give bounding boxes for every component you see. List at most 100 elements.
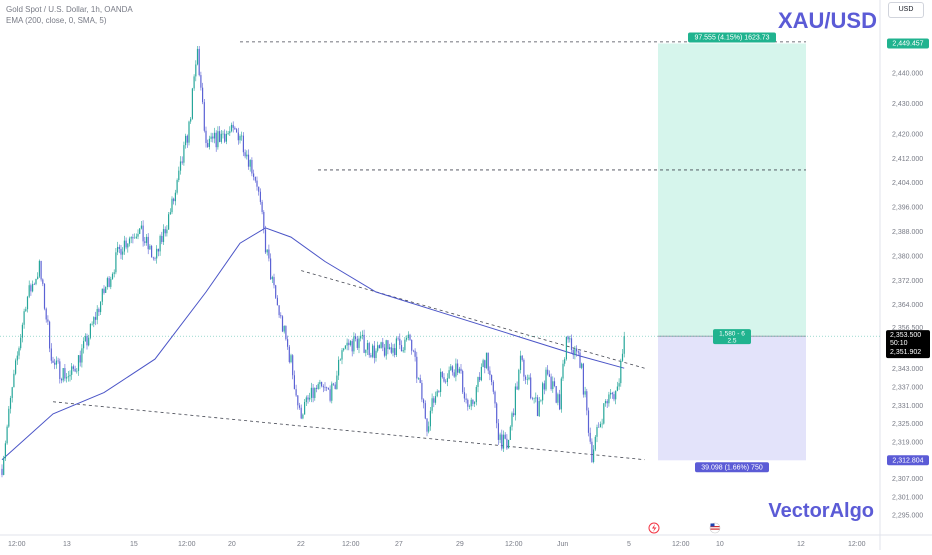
candle-body xyxy=(616,386,618,391)
candle-body xyxy=(321,381,323,387)
candle-body xyxy=(363,334,365,353)
candle-body xyxy=(351,341,353,352)
x-tick-label: 12:00 xyxy=(8,541,26,548)
candle-body xyxy=(421,382,423,400)
candle-body xyxy=(581,363,583,368)
candle-body xyxy=(222,133,224,135)
candle-body xyxy=(113,272,115,274)
candle-body xyxy=(35,279,37,285)
candle-body xyxy=(552,381,554,390)
candle-body xyxy=(395,338,397,356)
candle-body xyxy=(256,180,258,187)
target-zone[interactable] xyxy=(658,43,806,337)
candle-body xyxy=(494,391,496,404)
candle-body xyxy=(380,342,382,349)
candle-body xyxy=(305,397,307,402)
candle-body xyxy=(598,427,600,428)
indicator-legend[interactable]: EMA (200, close, 0, SMA, 5) xyxy=(6,16,107,25)
y-tick-label: 2,356.500 xyxy=(892,325,923,332)
candle-body xyxy=(144,241,146,243)
candle-body xyxy=(251,160,253,174)
candle-body xyxy=(479,377,481,381)
candle-body xyxy=(508,439,510,449)
candle-body xyxy=(535,397,537,399)
candle-body xyxy=(509,426,511,440)
candle-body xyxy=(13,373,15,388)
candle-body xyxy=(366,343,369,350)
target-stats-label: 97.555 (4.15%) 1623.73 xyxy=(694,35,769,42)
candle-body xyxy=(621,353,624,361)
x-tick-label: 10 xyxy=(716,541,724,548)
candle-body xyxy=(3,458,5,475)
candle-body xyxy=(232,124,234,128)
candle-body xyxy=(565,336,567,360)
candle-body xyxy=(521,355,523,360)
candle-body xyxy=(596,427,598,437)
candle-body xyxy=(497,423,499,440)
candle-body xyxy=(603,403,605,424)
upper-channel-line[interactable] xyxy=(301,270,645,369)
x-tick-label: 12 xyxy=(797,541,805,548)
candle-body xyxy=(259,191,261,202)
candle-body xyxy=(200,75,202,88)
candle-body xyxy=(349,341,352,346)
candle-body xyxy=(346,342,348,346)
candle-body xyxy=(195,64,197,77)
candle-body xyxy=(83,341,85,349)
candle-body xyxy=(254,176,256,181)
candle-body xyxy=(225,133,227,142)
candle-body xyxy=(147,236,149,250)
candle-body xyxy=(458,368,460,373)
candle-body xyxy=(135,236,137,238)
candle-body xyxy=(292,355,294,376)
candle-body xyxy=(579,352,581,368)
stop-price-tag-bg xyxy=(887,455,929,466)
candle-body xyxy=(394,348,396,356)
candle-body xyxy=(584,391,586,395)
candle-body xyxy=(88,337,90,346)
lower-channel-line[interactable] xyxy=(52,401,645,461)
stop-stats-label: 39.098 (1.66%) 750 xyxy=(701,464,763,471)
candle-body xyxy=(98,309,100,313)
y-tick-label: 2,325.000 xyxy=(892,421,923,428)
candle-body xyxy=(47,319,49,322)
stop-zone[interactable] xyxy=(658,336,806,461)
lightning-icon[interactable] xyxy=(648,522,660,534)
candle-body xyxy=(174,192,176,202)
candle-body xyxy=(181,161,183,163)
candle-body xyxy=(59,361,61,379)
candle-body xyxy=(336,375,338,389)
candle-body xyxy=(606,401,608,404)
candle-body xyxy=(406,338,408,340)
candle-body xyxy=(253,173,255,177)
candle-body xyxy=(567,336,569,340)
candle-body xyxy=(285,326,287,340)
candle-body xyxy=(122,251,124,255)
y-tick-label: 2,307.000 xyxy=(892,476,923,483)
candle-body xyxy=(404,339,406,351)
candle-body xyxy=(562,363,564,379)
candle-body xyxy=(157,248,159,252)
candle-body xyxy=(25,309,27,312)
candle-body xyxy=(186,135,188,143)
candle-body xyxy=(37,276,39,280)
candle-body xyxy=(288,346,290,363)
candle-body xyxy=(611,392,613,395)
candle-body xyxy=(4,443,6,459)
candle-body xyxy=(591,441,593,462)
candle-body xyxy=(547,369,549,375)
candle-body xyxy=(171,198,173,213)
candle-body xyxy=(164,229,166,234)
candle-body xyxy=(309,397,311,400)
us-flag-icon[interactable] xyxy=(709,522,721,534)
candle-body xyxy=(326,387,328,389)
candle-body xyxy=(219,131,221,142)
candle-body xyxy=(460,368,462,372)
candle-body xyxy=(166,229,168,234)
candle-body xyxy=(314,387,316,398)
candle-body xyxy=(236,129,238,133)
currency-button[interactable]: USD xyxy=(888,2,924,18)
candle-body xyxy=(373,345,375,359)
